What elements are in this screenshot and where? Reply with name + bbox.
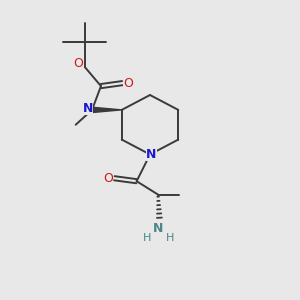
Text: O: O: [123, 76, 133, 90]
Text: N: N: [153, 222, 163, 235]
Text: N: N: [146, 148, 157, 161]
Polygon shape: [92, 107, 122, 112]
Text: O: O: [74, 57, 84, 70]
Text: N: N: [82, 102, 93, 115]
Text: H: H: [166, 233, 174, 243]
Text: O: O: [103, 172, 113, 185]
Text: H: H: [143, 233, 151, 243]
